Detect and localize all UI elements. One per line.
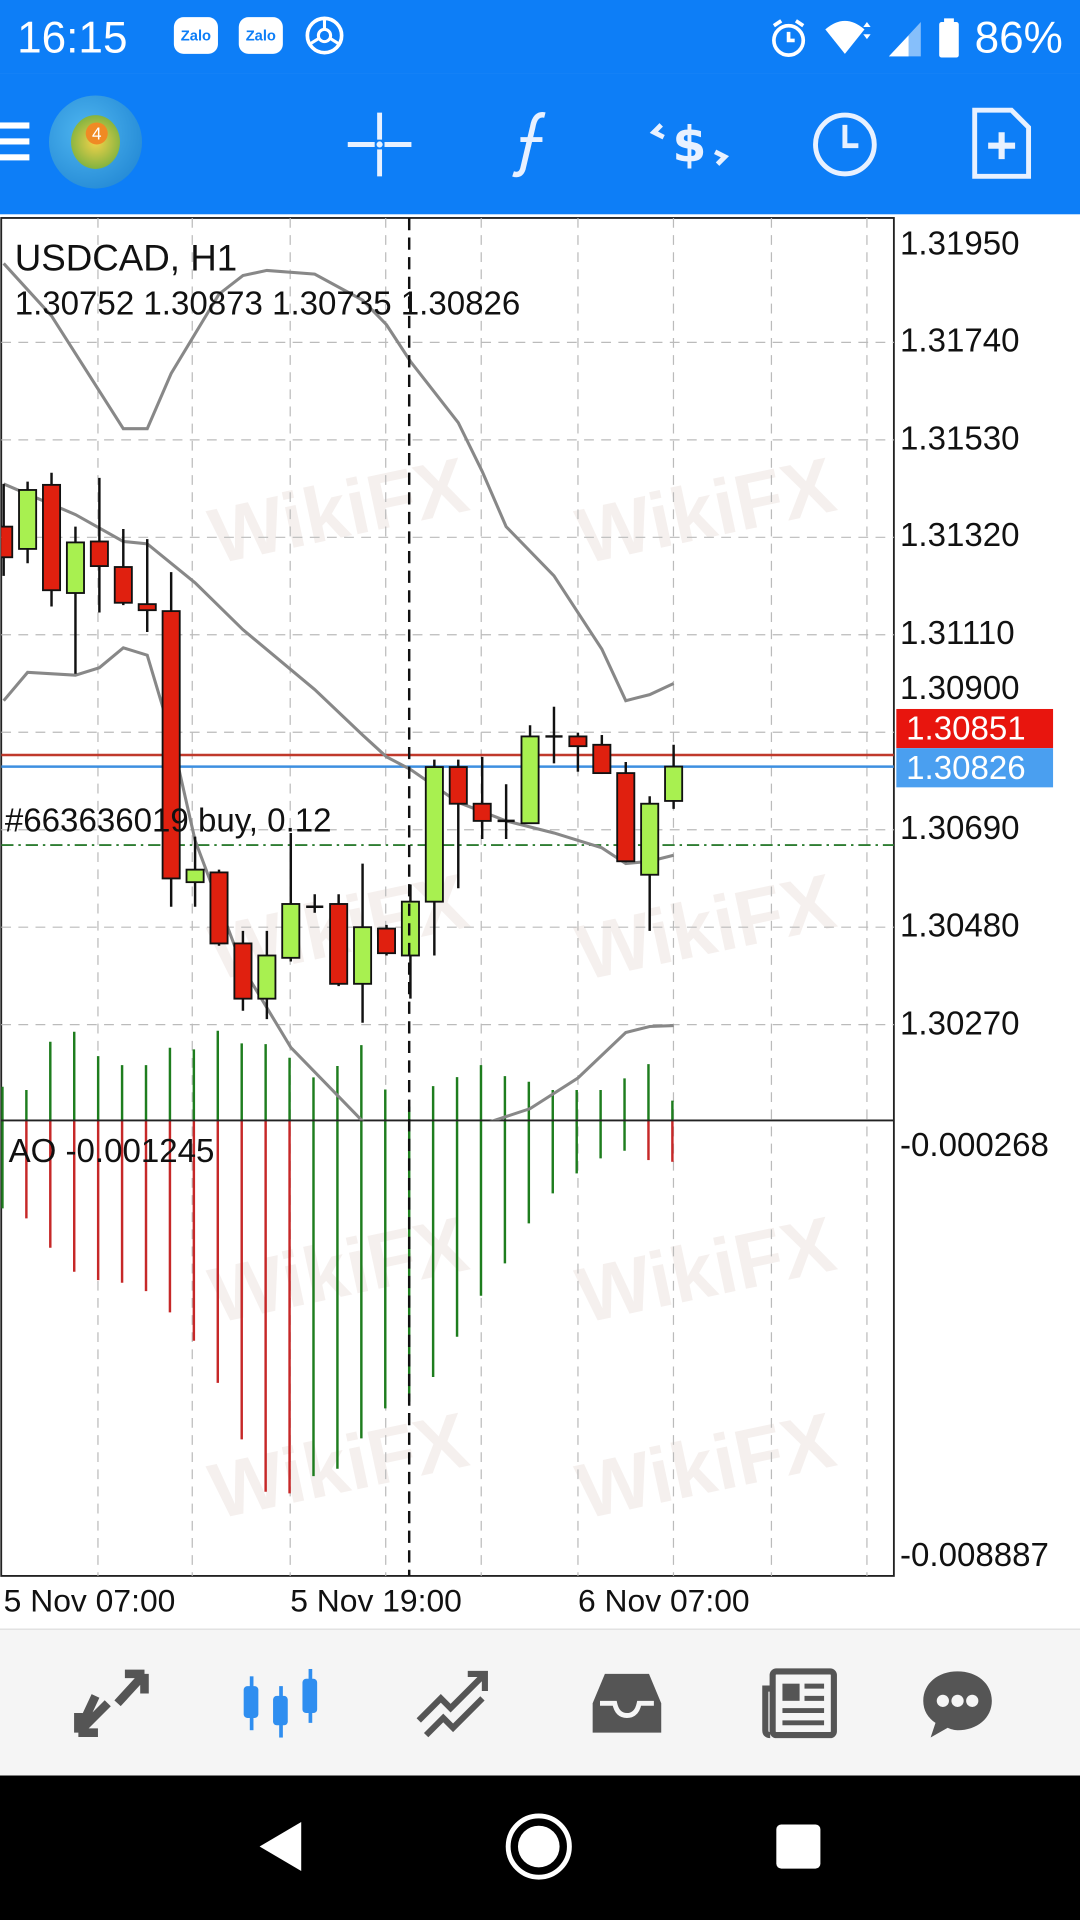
timeframe-icon[interactable] [808,108,881,181]
trade-icon[interactable]: $ [649,108,730,181]
time-label: 5 Nov 19:00 [290,1582,462,1619]
candle-body [353,926,373,985]
candle-body [137,603,157,612]
news-icon [762,1668,837,1739]
candle-body [472,802,492,822]
indicators-icon[interactable] [496,108,569,181]
home-icon[interactable] [504,1812,573,1881]
signal-icon [888,22,921,57]
status-bar: 16:15 Zalo Zalo 86% [0,0,1080,74]
candle-body [377,927,396,955]
zalo-icon: Zalo [173,17,218,54]
candle-body [18,489,38,550]
svg-text:$: $ [672,117,706,174]
new-order-icon[interactable] [967,105,1036,183]
price-label: 1.31110 [900,614,1015,652]
candle-body [161,610,181,880]
battery-percent: 86% [974,12,1063,63]
back-icon[interactable] [255,1820,304,1874]
chrome-icon [305,16,344,55]
history-icon [592,1673,662,1733]
band-middle [3,482,674,866]
nav-trade[interactable] [410,1664,496,1742]
grid [1,217,894,1576]
candle-body [281,903,301,959]
ask-price-label: 1.30851 [896,708,1054,749]
chart-icon [243,1668,318,1738]
price-levels [1,753,894,846]
price-label: 1.31530 [900,420,1020,457]
price-label: 1.30480 [900,907,1020,945]
ao-scale-label: -0.008887 [900,1536,1049,1574]
time-label: 5 Nov 07:00 [3,1582,176,1619]
candle-body [185,868,205,884]
candle-body [424,766,444,903]
system-nav-bar [0,1775,1080,1920]
candle-body [1,525,14,559]
zalo-icon: Zalo [238,17,283,54]
candle-body [257,954,277,1000]
price-label: 1.30900 [900,669,1020,707]
crosshair-icon[interactable] [343,108,416,181]
ao-histogram [1,1030,674,1494]
candle-body [233,942,253,1000]
bollinger-bands [2,262,675,1121]
menu-icon[interactable] [0,120,32,164]
price-label: 1.30690 [900,809,1020,847]
chart-frame [0,217,895,1577]
candle-body [568,735,588,748]
status-right: 86% [769,12,1063,63]
candle-body [664,765,684,802]
bid-price-label: 1.30826 [896,748,1054,788]
candle-body [329,903,349,985]
ao-scale-label: -0.000268 [900,1126,1049,1164]
trade-icon [416,1670,488,1738]
candle-body [89,540,109,568]
logo-badge: 4 [85,122,108,145]
price-label: 1.31320 [900,516,1020,554]
candle-body [65,541,85,594]
candle-body [448,766,468,805]
nav-quotes[interactable] [67,1664,153,1742]
recents-icon[interactable] [774,1822,823,1871]
metatrader-logo[interactable]: 4 [48,95,143,189]
candle-body [520,735,540,825]
band-upper [2,262,675,703]
price-label: 1.30270 [900,1005,1020,1043]
quotes-icon [74,1669,149,1737]
band-lower [2,646,674,1121]
battery-icon [939,18,959,58]
nav-news[interactable] [757,1664,843,1742]
candle-body [640,802,660,876]
messages-icon [923,1671,992,1738]
toolbar: 4 $ [0,73,1080,215]
candle-body [616,772,636,863]
nav-history[interactable] [584,1664,670,1742]
price-label: 1.31950 [900,225,1020,263]
status-time: 16:15 [17,12,128,63]
wifi-icon [825,20,871,54]
time-label: 6 Nov 07:00 [577,1582,750,1619]
price-label: 1.31740 [900,322,1020,359]
chart-symbol: USDCAD, H1 [14,238,238,280]
order-label[interactable]: #663636019 buy, 0.12 [4,802,332,839]
candle-body [592,743,612,775]
candle-body [113,566,133,604]
candles [1,472,684,1023]
ao-label: AO -0.001245 [8,1132,215,1170]
candle-body [209,871,229,945]
nav-messages[interactable] [915,1664,1001,1742]
bottom-nav [0,1628,1080,1777]
candle-body [42,483,62,592]
chart-ohlc: 1.30752 1.30873 1.30735 1.30826 [14,285,521,323]
alarm-icon [771,19,806,57]
nav-chart[interactable] [239,1664,325,1742]
